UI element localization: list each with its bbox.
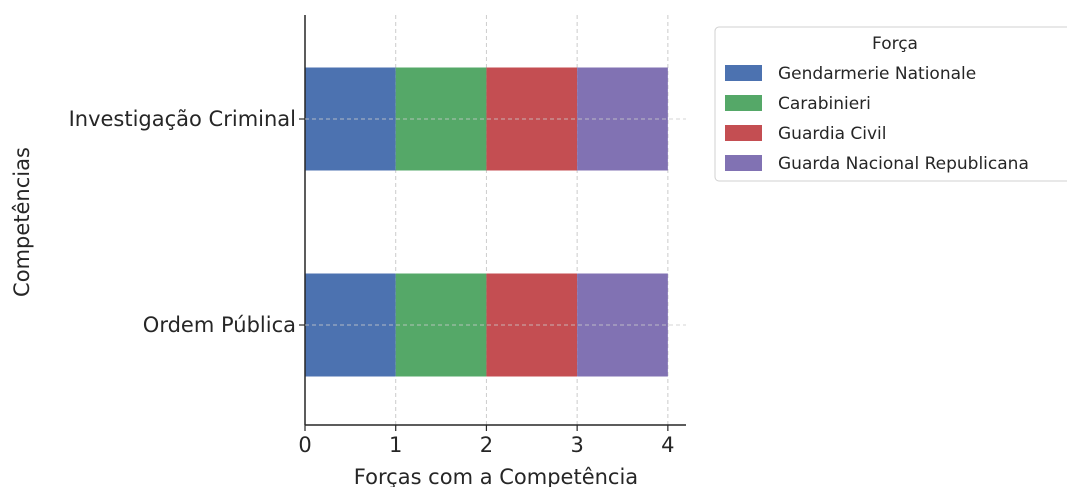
x-tick-label: 2	[480, 433, 493, 457]
legend-label: Carabinieri	[778, 94, 871, 114]
axes-layer	[304, 15, 686, 426]
legend-swatch	[725, 155, 762, 171]
x-tick-label: 4	[661, 433, 674, 457]
legend-swatch	[725, 125, 762, 141]
legend-items: Gendarmerie Nationale Carabinieri Guardia …	[725, 64, 1029, 174]
legend-entry: Gendarmerie Nationale	[725, 64, 976, 84]
legend-swatch	[725, 65, 762, 81]
y-tick-label: Ordem Pública	[143, 313, 296, 337]
y-tick-label: Investigação Criminal	[69, 107, 296, 131]
legend-frame	[714, 26, 1067, 182]
legend-label: Guarda Nacional Republicana	[778, 154, 1029, 174]
legend-entry: Carabinieri	[725, 94, 871, 114]
x-tick-label: 0	[298, 433, 311, 457]
x-tick-label: 3	[570, 433, 583, 457]
legend-entry: Guardia Civil	[725, 124, 887, 144]
ticks-layer: 0 1 2 3 4 Investigação Criminal Ordem Pública	[69, 107, 675, 457]
legend-entry: Guarda Nacional Republicana	[725, 154, 1029, 174]
legend-label: Gendarmerie Nationale	[778, 64, 976, 84]
grid-layer	[395, 15, 669, 425]
y-axis-label: Competências	[10, 147, 34, 297]
legend-swatch	[725, 95, 762, 111]
x-tick-label: 1	[389, 433, 402, 457]
legend-label: Guardia Civil	[778, 124, 887, 144]
legend-title: Força	[872, 34, 918, 54]
x-axis-label: Forças com a Competência	[354, 465, 638, 487]
legend: Força Gendarmerie Nationale Carabinieri Gu…	[714, 26, 1067, 182]
